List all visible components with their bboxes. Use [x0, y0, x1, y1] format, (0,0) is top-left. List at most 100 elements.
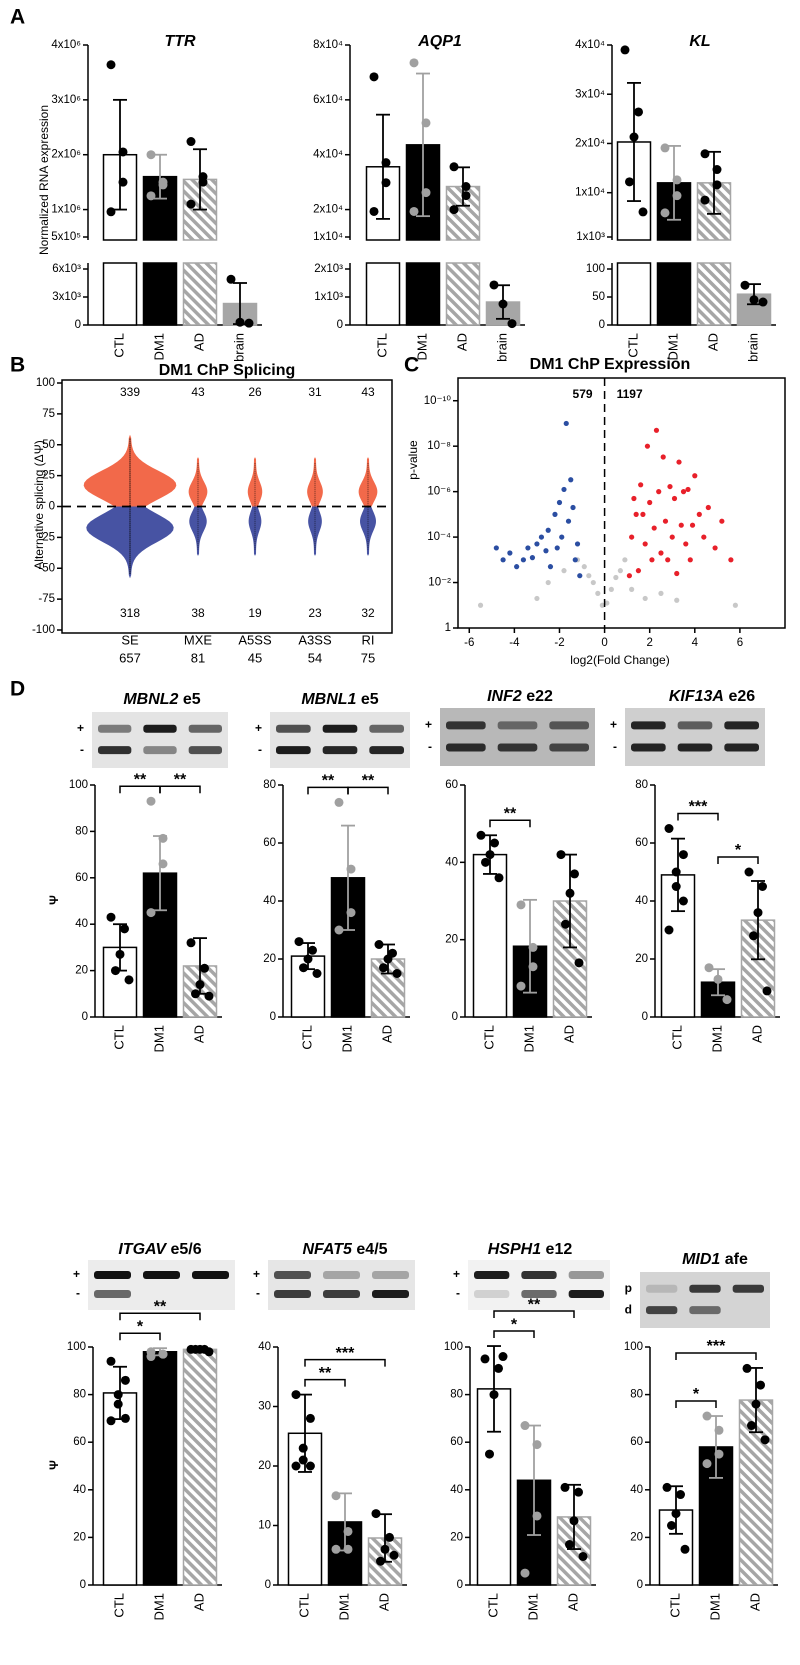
data-point	[371, 1509, 381, 1519]
data-point	[625, 177, 634, 187]
gel-band	[631, 743, 666, 752]
data-point	[545, 579, 551, 586]
data-point	[722, 995, 732, 1005]
significance-label: **	[174, 771, 187, 788]
gel-band	[322, 746, 358, 755]
gel-band	[274, 1290, 311, 1298]
data-point	[547, 564, 554, 570]
y-tick-label: 80	[75, 825, 88, 837]
significance-bracket	[489, 819, 531, 828]
x-tick-label: -2	[554, 637, 564, 649]
bar	[405, 262, 441, 326]
data-point	[369, 206, 379, 216]
data-point	[507, 550, 513, 556]
data-point	[113, 1399, 123, 1409]
down-count: 318	[120, 606, 140, 620]
y-tick-label: 20	[263, 953, 276, 965]
gel-band	[568, 1290, 604, 1298]
gel-label: +	[77, 721, 84, 735]
gel-band	[188, 724, 222, 733]
gel-image	[640, 1272, 770, 1328]
x-tick-label: CTL	[625, 333, 640, 358]
y-axis-label: Alternative splicing (ΔΨ)	[32, 440, 46, 569]
gel-band	[372, 1290, 409, 1298]
data-point	[449, 205, 459, 215]
significance-label: ***	[689, 799, 708, 816]
data-point	[696, 511, 702, 517]
data-point	[608, 586, 614, 592]
event-name: e5	[361, 691, 379, 708]
data-point	[671, 867, 681, 877]
data-point	[534, 541, 540, 547]
y-tick-label: 25	[42, 470, 55, 482]
x-tick-label: CTL	[374, 333, 389, 358]
significance-bracket	[304, 1378, 346, 1387]
significance-label: *	[735, 842, 742, 859]
y-tick-label: 8x10⁴	[313, 39, 343, 51]
data-point	[120, 1413, 130, 1423]
category-total: 81	[191, 650, 205, 665]
data-point	[312, 969, 322, 978]
gel-band	[646, 1284, 678, 1293]
data-point	[111, 966, 120, 976]
x-tick-label: DM1	[151, 1025, 166, 1052]
gel-band	[689, 1306, 721, 1315]
data-point	[700, 149, 710, 159]
event-name: e5	[183, 691, 201, 708]
bar	[445, 262, 481, 326]
gel-band	[372, 1271, 409, 1279]
data-point	[565, 888, 575, 898]
data-point	[749, 295, 759, 305]
data-point	[674, 597, 680, 603]
y-tick-label: 20	[635, 953, 648, 965]
x-tick-label: AD	[191, 1593, 206, 1611]
significance-bracket	[159, 785, 201, 794]
x-axis-label: log2(Fold Change)	[570, 653, 669, 667]
data-point	[702, 1459, 712, 1469]
gel-band	[631, 721, 666, 730]
significance-bracket	[347, 786, 389, 795]
gel-image	[92, 712, 228, 768]
y-tick-label: 1	[445, 622, 451, 634]
gel-band	[143, 724, 177, 733]
data-point	[514, 564, 520, 570]
data-point	[633, 511, 639, 517]
data-point	[374, 940, 384, 949]
x-tick-label: AD	[376, 1593, 391, 1611]
significance-bracket	[675, 1352, 757, 1360]
chart-title: DM1 ChP Splicing	[159, 362, 296, 379]
y-tick-label: 100	[67, 1341, 86, 1353]
y-tick-label: 10⁻²	[428, 577, 451, 589]
data-point	[687, 557, 693, 563]
y-tick-label: 5x10⁵	[51, 231, 81, 243]
data-point	[634, 107, 643, 117]
y-tick-label: 80	[450, 1389, 463, 1401]
x-tick-label: DM1	[709, 1025, 724, 1052]
significance-label: ***	[707, 1338, 726, 1355]
x-tick-label: AD	[705, 333, 720, 351]
data-point	[485, 1449, 494, 1459]
data-point	[664, 925, 674, 935]
significance-label: **	[362, 773, 375, 790]
data-point	[702, 1411, 712, 1421]
data-point	[409, 206, 419, 216]
data-point	[700, 195, 710, 205]
data-point	[669, 534, 675, 540]
data-point	[198, 177, 208, 187]
x-tick-label: AD	[561, 1025, 576, 1043]
data-point	[343, 1544, 353, 1554]
data-point	[556, 499, 563, 506]
data-point	[303, 954, 313, 964]
gel-band	[497, 743, 538, 752]
x-tick-label: MXE	[184, 632, 213, 647]
gel-band	[143, 1271, 180, 1279]
y-tick-label: 60	[75, 872, 88, 884]
data-point	[756, 1380, 765, 1390]
data-point	[713, 974, 723, 984]
down-count: 38	[191, 606, 205, 620]
gene-name: MBNL1	[301, 691, 356, 708]
data-point	[476, 830, 486, 840]
data-point	[516, 900, 526, 910]
y-tick-label: 3x10⁴	[575, 88, 605, 100]
